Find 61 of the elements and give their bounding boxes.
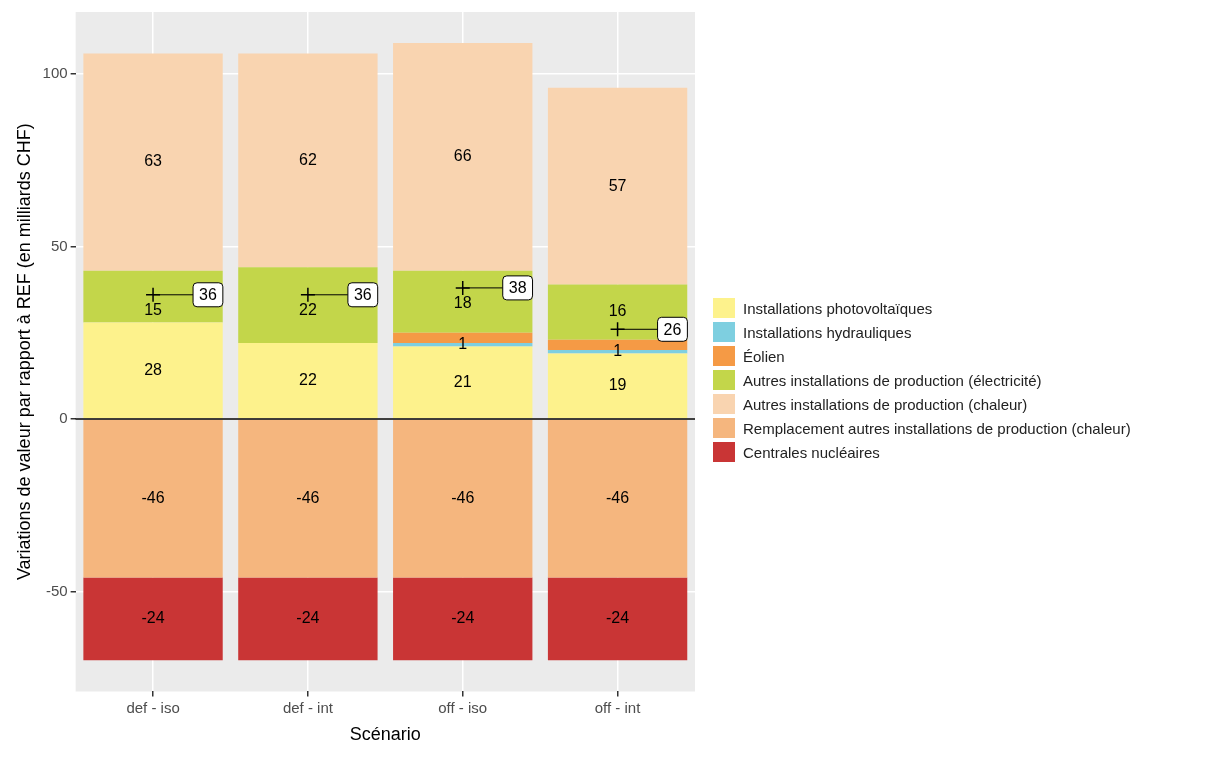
bar — [83, 419, 223, 578]
data-label: -24 — [606, 609, 630, 627]
data-label: -46 — [141, 489, 165, 507]
x-tick-label: def - iso — [126, 698, 180, 716]
bar — [238, 577, 378, 661]
data-label: 28 — [144, 360, 163, 378]
bar — [238, 419, 378, 578]
data-label: 16 — [608, 302, 627, 320]
data-label: 36 — [199, 286, 217, 304]
legend-label: Autres installations de production (électricité) — [743, 371, 1042, 389]
bar — [238, 343, 378, 419]
bar — [393, 270, 533, 333]
data-label: -46 — [451, 489, 475, 507]
bar — [83, 270, 223, 323]
bar — [547, 577, 688, 661]
data-label: 36 — [353, 286, 372, 304]
data-label: 22 — [298, 371, 317, 389]
x-tick-label: off - int — [594, 698, 642, 716]
y-axis-title: Variations de valeur par rapport à REF (en milliards CHF) — [13, 123, 34, 581]
data-label: -24 — [296, 609, 320, 627]
data-label: 19 — [608, 376, 627, 394]
legend-label: Installations photovoltaïques — [743, 299, 933, 317]
bar — [393, 419, 533, 578]
data-label: 15 — [144, 301, 163, 319]
data-label: -24 — [141, 609, 165, 627]
data-label: 1 — [458, 335, 468, 353]
legend-label: Autres installations de production (chaleur) — [743, 395, 1028, 413]
data-label: 66 — [453, 147, 472, 165]
bar — [83, 577, 223, 661]
legend-label: Centrales nucléaires — [743, 443, 880, 461]
bar — [238, 53, 378, 268]
data-label: 26 — [663, 320, 682, 338]
bar — [547, 87, 688, 285]
x-tick-label: off - iso — [438, 698, 488, 716]
data-label: 1 — [613, 342, 623, 360]
bar — [83, 322, 223, 419]
bar — [238, 267, 378, 344]
data-label: 21 — [453, 372, 472, 390]
data-label: 63 — [144, 152, 163, 170]
y-tick-label: -50 — [45, 581, 68, 599]
y-tick-label: 50 — [50, 236, 68, 254]
legend-label: Éolien — [743, 347, 785, 365]
data-label: 57 — [608, 176, 627, 194]
data-label: 22 — [298, 301, 317, 319]
y-tick-label: 0 — [59, 409, 68, 427]
bar — [83, 53, 223, 271]
y-tick-label: 100 — [42, 64, 68, 82]
legend-label: Remplacement autres installations de production (chaleur) — [743, 419, 1131, 437]
data-label: 62 — [298, 150, 317, 168]
data-label: 18 — [453, 294, 472, 312]
bar — [547, 419, 688, 578]
x-axis-title: Scénario — [349, 724, 421, 745]
data-label: -46 — [296, 489, 320, 507]
data-label: -24 — [451, 609, 475, 627]
data-label: -46 — [606, 489, 630, 507]
x-tick-label: def - int — [282, 698, 334, 716]
bar — [393, 43, 533, 271]
data-label: 38 — [508, 279, 527, 297]
bar — [547, 284, 688, 340]
bar — [393, 577, 533, 661]
legend-label: Installations hydrauliques — [743, 323, 912, 341]
